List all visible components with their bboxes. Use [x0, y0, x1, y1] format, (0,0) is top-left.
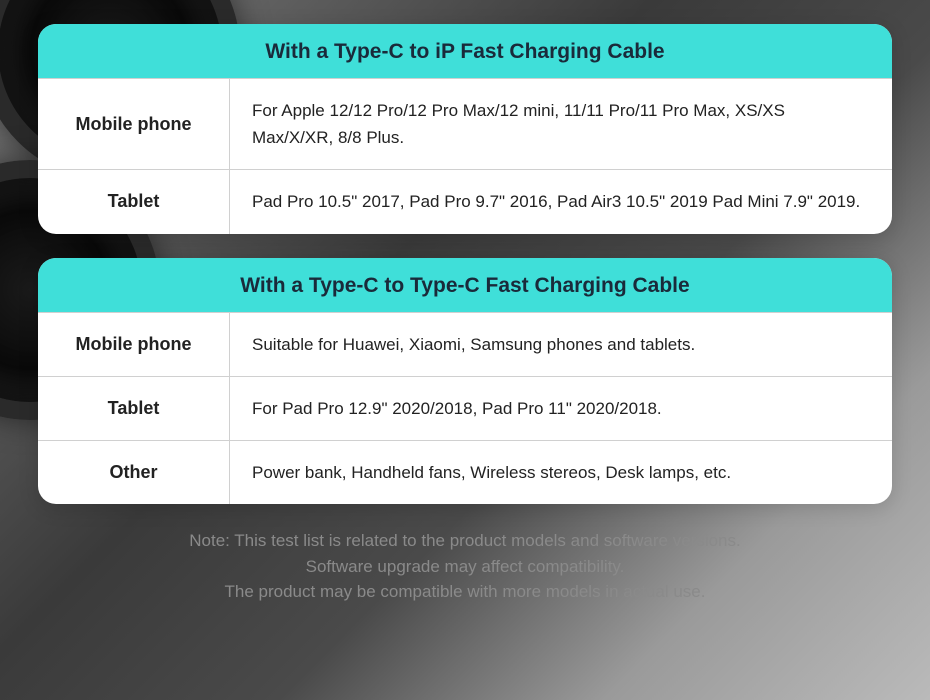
- row-label-mobile: Mobile phone: [38, 79, 230, 169]
- footnote: Note: This test list is related to the p…: [38, 528, 892, 605]
- card-header: With a Type-C to iP Fast Charging Cable: [38, 24, 892, 78]
- note-line: Software upgrade may affect compatibilit…: [38, 554, 892, 580]
- table-row: Tablet For Pad Pro 12.9" 2020/2018, Pad …: [38, 376, 892, 440]
- compat-card-typec: With a Type-C to Type-C Fast Charging Ca…: [38, 258, 892, 505]
- row-content: Suitable for Huawei, Xiaomi, Samsung pho…: [230, 313, 892, 376]
- row-label-mobile: Mobile phone: [38, 313, 230, 376]
- table-row: Mobile phone For Apple 12/12 Pro/12 Pro …: [38, 78, 892, 169]
- row-content: For Pad Pro 12.9" 2020/2018, Pad Pro 11"…: [230, 377, 892, 440]
- row-content: Pad Pro 10.5" 2017, Pad Pro 9.7" 2016, P…: [230, 170, 892, 233]
- note-line: The product may be compatible with more …: [38, 579, 892, 605]
- row-content: For Apple 12/12 Pro/12 Pro Max/12 mini, …: [230, 79, 892, 169]
- card-header: With a Type-C to Type-C Fast Charging Ca…: [38, 258, 892, 312]
- row-content: Power bank, Handheld fans, Wireless ster…: [230, 441, 892, 504]
- row-label-other: Other: [38, 441, 230, 504]
- note-line: Note: This test list is related to the p…: [38, 528, 892, 554]
- table-row: Other Power bank, Handheld fans, Wireles…: [38, 440, 892, 504]
- compat-card-ip: With a Type-C to iP Fast Charging Cable …: [38, 24, 892, 234]
- table-row: Mobile phone Suitable for Huawei, Xiaomi…: [38, 312, 892, 376]
- table-row: Tablet Pad Pro 10.5" 2017, Pad Pro 9.7" …: [38, 169, 892, 233]
- row-label-tablet: Tablet: [38, 377, 230, 440]
- content-container: With a Type-C to iP Fast Charging Cable …: [0, 0, 930, 700]
- row-label-tablet: Tablet: [38, 170, 230, 233]
